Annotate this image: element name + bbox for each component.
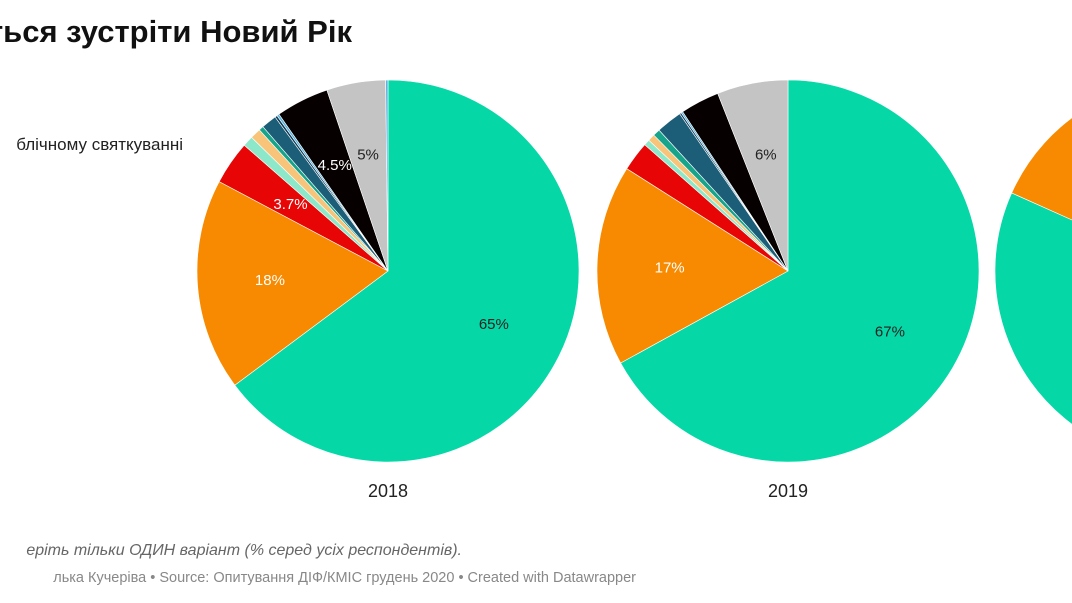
slice-label: 5% (357, 146, 379, 163)
chart-description: ерiть тільки ОДИН варіант (% серед усіх … (26, 542, 462, 559)
chart-title: ться зустріти Новий Рік (0, 14, 352, 49)
chart-footer: лька Кучеріва • Source: Опитування ДІФ/К… (53, 570, 636, 586)
pie-slice (596, 168, 789, 364)
slice-label: 65% (479, 316, 509, 333)
pie-3 (994, 117, 1072, 425)
pie-slice (385, 79, 389, 272)
slice-label: 6% (755, 147, 777, 164)
slice-label: 18% (255, 272, 285, 289)
legend-item: блічному святкуванні (16, 135, 183, 154)
year-label: 2019 (768, 481, 808, 501)
pie-2018: 65% 18% 3.7% 4.5% 5% 2018 (196, 79, 580, 501)
pie-2019: 67% 17% 6% 2019 (596, 79, 980, 501)
pie-slice (196, 181, 389, 386)
slice-label: 3.7% (273, 196, 307, 213)
pie-slice (620, 79, 980, 463)
slice-label: 67% (875, 323, 905, 340)
pie-slice (1011, 117, 1072, 221)
year-label: 2018 (368, 481, 408, 501)
pie-slice (717, 79, 789, 272)
slice-label: 4.5% (318, 157, 352, 174)
slice-label: 17% (655, 259, 685, 276)
pie-slice (994, 192, 1072, 425)
pie-slice (234, 79, 580, 463)
